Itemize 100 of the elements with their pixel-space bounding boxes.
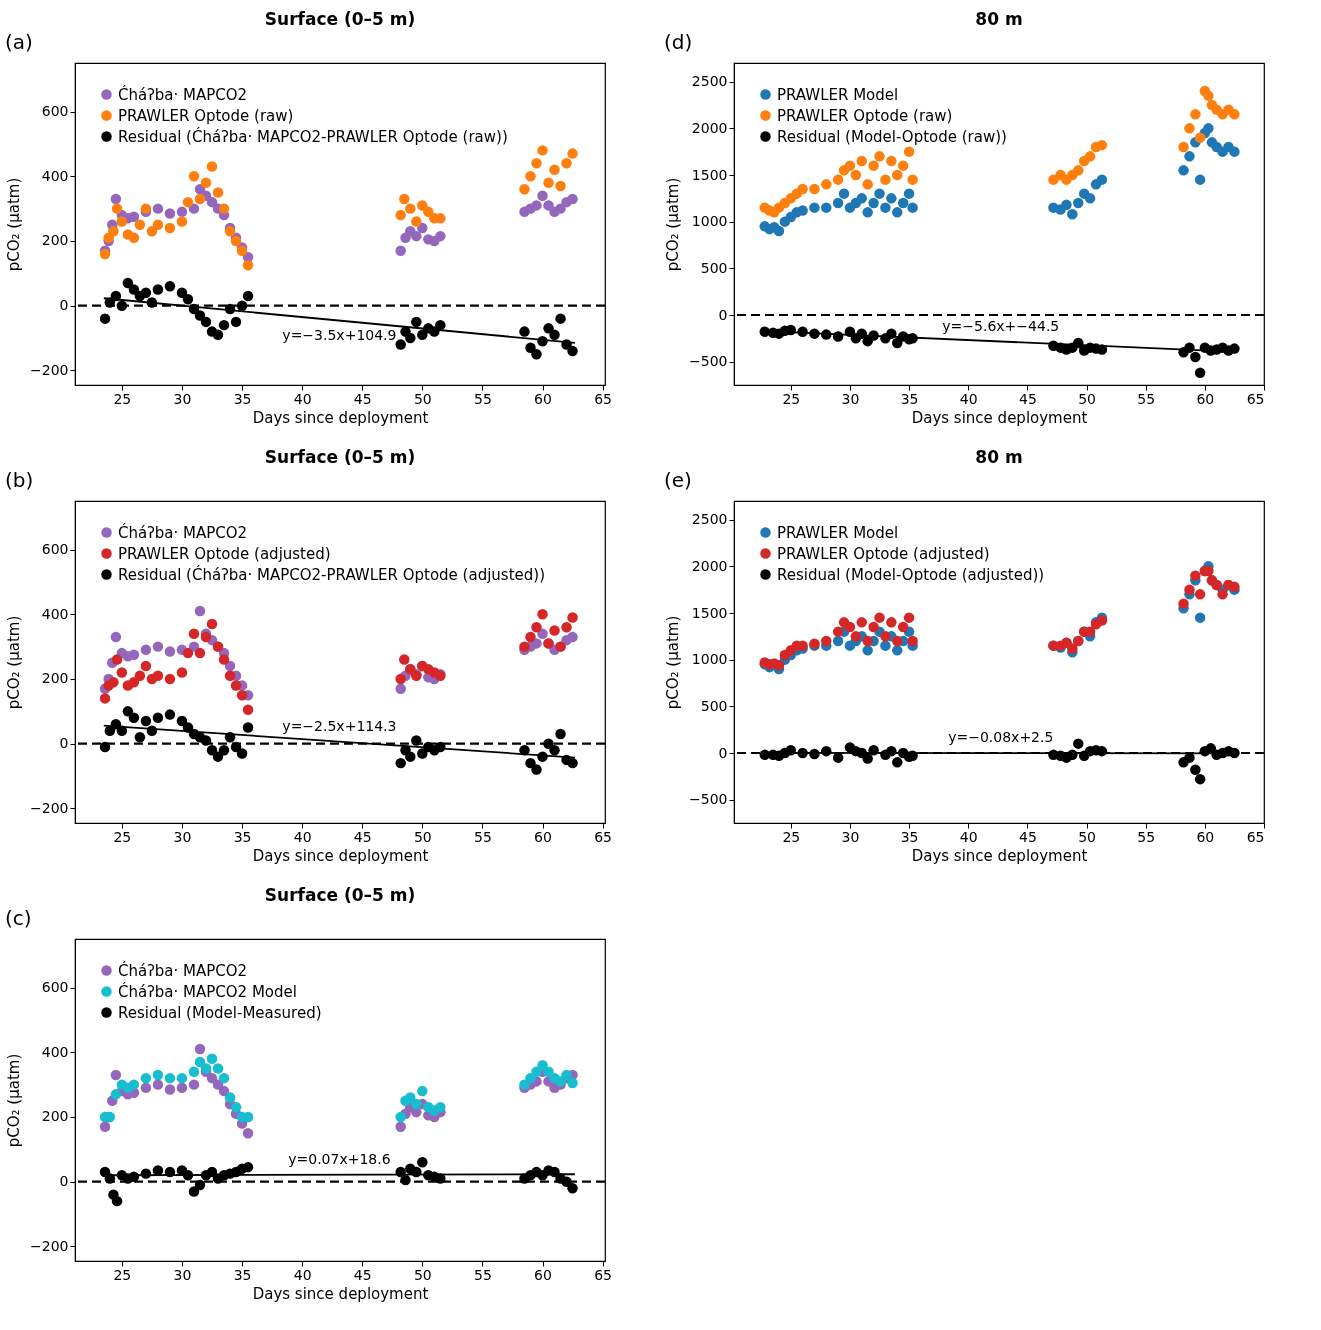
point	[417, 1157, 428, 1168]
y-tick-label: 200	[41, 1108, 69, 1125]
point	[395, 1111, 406, 1123]
point	[531, 349, 542, 360]
point	[140, 715, 152, 727]
y-axis-title: pCO₂ (µatm)	[5, 177, 24, 272]
point	[537, 628, 548, 639]
point	[549, 625, 560, 636]
point	[903, 188, 915, 199]
point	[567, 1077, 578, 1089]
text: (c)	[5, 906, 32, 930]
point	[236, 689, 248, 701]
point	[224, 226, 236, 237]
point	[862, 635, 873, 647]
point	[549, 329, 560, 341]
y-tick-label: 0	[718, 306, 728, 323]
point	[1073, 738, 1084, 749]
point	[411, 1098, 422, 1110]
point	[543, 323, 554, 334]
point	[395, 757, 406, 769]
point	[868, 197, 879, 209]
point	[134, 670, 146, 681]
point	[116, 667, 128, 678]
x-axis-title: Days since deployment	[252, 1284, 429, 1303]
point	[188, 1079, 200, 1090]
point	[567, 1182, 578, 1194]
x-tick-label: 55	[1137, 828, 1156, 845]
point	[555, 728, 566, 740]
point	[809, 183, 820, 195]
legend-label: Residual (Model-Optode (adjusted))	[777, 565, 1045, 584]
point	[862, 207, 873, 218]
x-axis-title: Days since deployment	[911, 846, 1088, 865]
point	[194, 310, 206, 321]
point	[206, 1053, 218, 1064]
point	[880, 631, 891, 642]
x-tick-label: 25	[113, 828, 132, 845]
point	[567, 193, 578, 205]
point	[399, 193, 410, 205]
point	[856, 155, 868, 167]
point	[110, 631, 122, 643]
point	[395, 339, 406, 350]
point	[224, 660, 236, 672]
point	[152, 712, 164, 724]
point	[809, 202, 820, 213]
x-tick-label: 50	[413, 390, 432, 407]
point	[1178, 598, 1189, 609]
point	[110, 1069, 122, 1081]
point	[832, 635, 844, 647]
point	[242, 704, 254, 715]
point	[176, 667, 188, 678]
point	[230, 1102, 242, 1113]
point	[874, 612, 885, 623]
point	[1184, 151, 1195, 162]
point	[1184, 123, 1195, 134]
point	[218, 1072, 230, 1084]
y-tick-label: 1500	[691, 166, 728, 183]
point	[206, 618, 218, 630]
point	[236, 748, 248, 759]
point	[417, 200, 428, 211]
point	[395, 683, 406, 694]
point	[1178, 141, 1189, 153]
point	[1217, 589, 1228, 600]
point	[405, 332, 416, 344]
legend-label: Residual (Model-Optode (raw))	[777, 127, 1007, 146]
point	[405, 1092, 416, 1103]
point	[519, 183, 530, 195]
x-tick-label: 50	[1078, 828, 1096, 845]
point	[411, 316, 422, 328]
x-tick-label: 60	[534, 828, 552, 845]
point	[821, 202, 832, 213]
x-axis-title: Days since deployment	[911, 408, 1088, 427]
point	[417, 329, 428, 341]
point	[111, 654, 123, 665]
x-tick-label: 30	[173, 828, 192, 845]
point	[417, 748, 428, 759]
x-tick-label: 30	[841, 828, 860, 845]
x-tick-label: 55	[474, 390, 492, 407]
legend-label: PRAWLER Optode (raw)	[118, 106, 294, 125]
y-tick-label: 400	[41, 1043, 69, 1060]
point	[844, 621, 856, 633]
point	[111, 203, 123, 214]
x-tick-label: 60	[534, 390, 552, 407]
point	[1096, 139, 1108, 151]
point	[1194, 589, 1206, 600]
annotation: y=0.07x+18.6	[288, 1150, 391, 1167]
point	[152, 1165, 164, 1176]
x-tick-label: 65	[594, 1266, 613, 1283]
point	[218, 203, 230, 214]
point	[164, 222, 176, 234]
y-tick-label: 600	[41, 979, 69, 996]
point	[537, 145, 548, 156]
point	[537, 190, 548, 201]
point	[868, 621, 879, 633]
point	[555, 180, 566, 192]
point	[1190, 764, 1201, 776]
point	[176, 216, 188, 227]
point	[525, 342, 536, 354]
point	[907, 202, 918, 213]
x-tick-label: 35	[233, 828, 252, 845]
point	[140, 644, 152, 656]
